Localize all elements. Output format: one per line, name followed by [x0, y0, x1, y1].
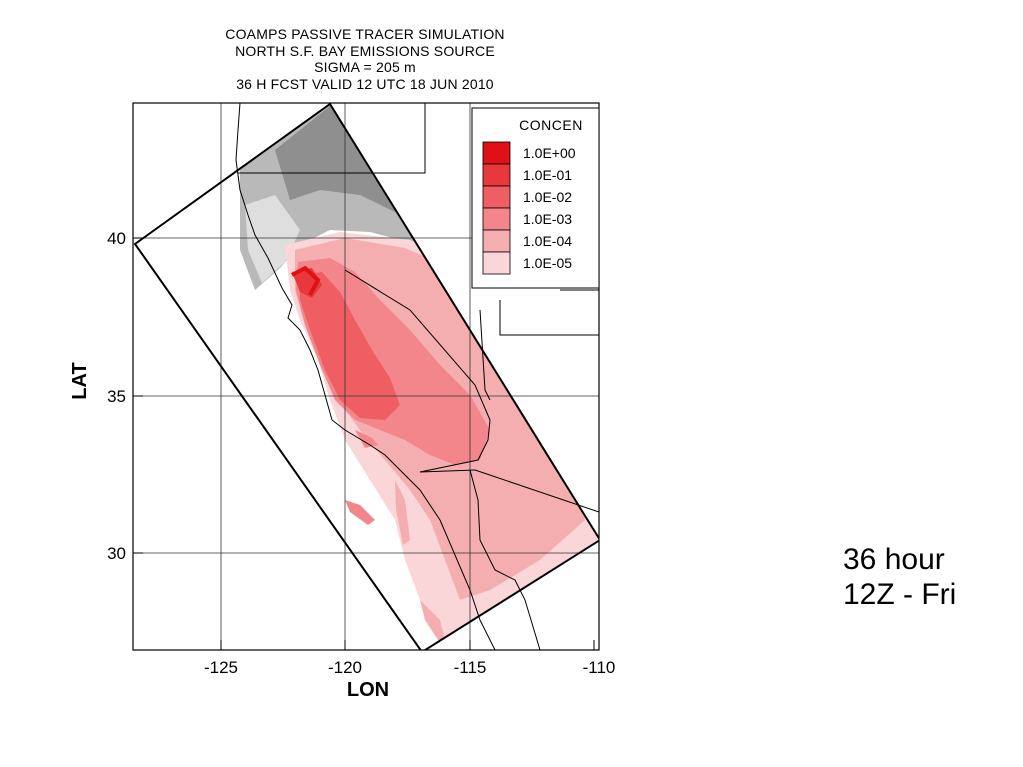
legend-swatch: [482, 141, 511, 165]
plot-title: COAMPS PASSIVE TRACER SIMULATION NORTH S…: [130, 26, 600, 92]
x-tick-label: -125: [204, 658, 238, 677]
legend-swatch: [482, 207, 511, 231]
plot-frame: [132, 102, 600, 651]
offshore-plume-streak: [420, 600, 445, 640]
legend: CONCEN 1.0E+00 1.0E-01 1.0E-02 1.0E-03 1.0E-…: [471, 107, 600, 289]
legend-title: CONCEN: [519, 117, 583, 133]
legend-swatch: [482, 251, 511, 275]
forecast-caption: 36 hour 12Z - Fri: [843, 542, 956, 612]
legend-swatch: [482, 185, 511, 209]
title-line-1: COAMPS PASSIVE TRACER SIMULATION: [225, 26, 505, 42]
x-axis-title: LON: [347, 679, 389, 701]
offshore-plume-streak: [345, 500, 375, 525]
y-tick-label: 30: [107, 544, 126, 563]
caption-line-2: 12Z - Fri: [843, 578, 957, 611]
legend-swatch: [482, 163, 511, 187]
legend-label: 1.0E-02: [523, 189, 572, 205]
x-tick-label: -120: [328, 658, 362, 677]
legend-label: 1.0E-01: [523, 167, 572, 183]
coastline-and-borders: [235, 103, 599, 650]
x-tick-label: -115: [454, 658, 487, 677]
offshore-plume-streak: [355, 430, 378, 448]
caption-line-1: 36 hour: [843, 543, 945, 576]
title-line-3: SIGMA = 205 m: [314, 59, 416, 75]
offshore-plume-streak: [395, 480, 410, 545]
coastline: [235, 103, 496, 650]
title-line-4: 36 H FCST VALID 12 UTC 18 JUN 2010: [236, 75, 494, 92]
concentration-level-1e+00: [291, 265, 321, 296]
tick-marks: [133, 237, 595, 650]
y-axis-title: LAT: [69, 362, 91, 399]
baja-east-coast: [469, 469, 541, 650]
legend-swatch: [482, 229, 511, 253]
legend-label: 1.0E-03: [523, 211, 572, 227]
state-border: [238, 103, 426, 174]
terrain-shading-light: [245, 195, 300, 283]
concentration-level-1e-02: [300, 272, 400, 420]
state-border: [344, 269, 491, 473]
legend-label: 1.0E-05: [523, 255, 572, 271]
legend-label: 1.0E-04: [523, 233, 572, 249]
y-tick-label: 40: [107, 229, 126, 248]
state-border: [479, 309, 491, 401]
legend-label: 1.0E+00: [523, 145, 576, 161]
x-tick-label: -110: [583, 658, 616, 677]
y-tick-label: 35: [107, 387, 126, 406]
model-domain-boundary: [133, 103, 599, 650]
state-border: [499, 300, 599, 336]
title-line-2: NORTH S.F. BAY EMISSIONS SOURCE: [235, 42, 495, 59]
